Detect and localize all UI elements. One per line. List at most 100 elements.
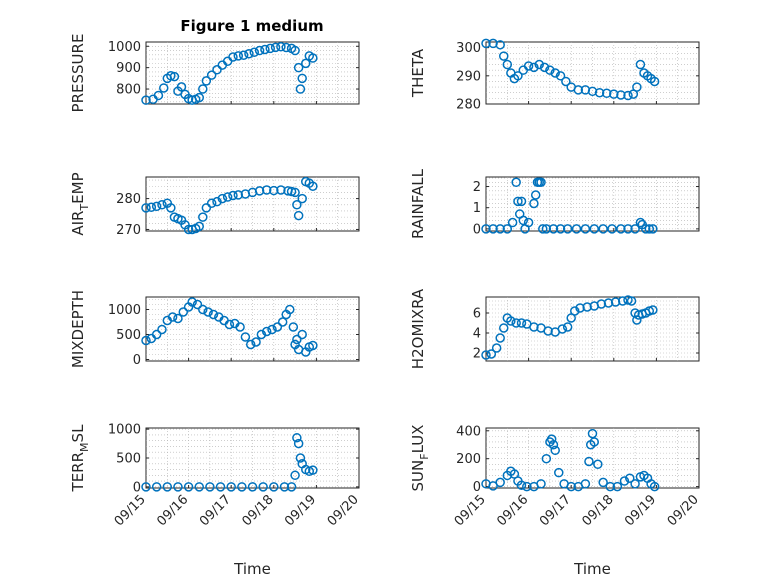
y-axis-label: H2OMIXRA	[409, 288, 427, 369]
data-point	[632, 315, 642, 325]
data-point	[529, 198, 539, 209]
data-point	[541, 453, 552, 464]
y-axis-label: AIRTEMP	[69, 172, 91, 235]
data-point	[648, 224, 658, 234]
panel-8: 0 200 400 SUNFLUX 09/15 09/16 09/17 09/18 09/19 0…	[409, 424, 702, 578]
data-point	[201, 76, 212, 86]
data-point	[228, 52, 238, 62]
panel-3: 270 280 AIRTEMP	[69, 172, 360, 238]
data-point	[272, 322, 283, 332]
data-point	[516, 196, 527, 207]
data-point	[251, 337, 261, 347]
data-point	[270, 42, 281, 53]
data-point	[233, 190, 244, 200]
data-point	[625, 473, 635, 483]
x-tick-label: 09/20	[325, 492, 362, 529]
data-point	[308, 465, 318, 475]
data-point	[258, 482, 268, 492]
data-point	[201, 203, 212, 213]
data-point	[644, 224, 655, 234]
data-point	[502, 224, 513, 234]
data-point	[511, 177, 521, 188]
data-point	[605, 481, 615, 492]
data-point	[224, 319, 235, 330]
data-point	[267, 324, 277, 335]
y-axis-label: MIXDEPTH	[69, 290, 87, 368]
x-axis-label: Time	[233, 560, 271, 578]
data-point	[555, 71, 566, 81]
data-point	[534, 59, 544, 70]
data-point	[601, 88, 612, 99]
data-point	[198, 304, 208, 315]
data-point	[244, 49, 254, 59]
data-point	[539, 62, 550, 73]
data-point	[649, 481, 660, 492]
data-point	[290, 45, 300, 56]
y-tick-label: 2	[473, 347, 481, 362]
data-point	[481, 224, 491, 234]
data-point	[254, 186, 265, 196]
data-point	[288, 322, 299, 332]
data-point	[192, 299, 203, 310]
data-point	[518, 215, 529, 226]
data-point	[513, 196, 523, 207]
data-point	[141, 335, 151, 346]
data-point	[141, 95, 151, 105]
x-tick-label: 09/17	[537, 492, 574, 529]
data-point	[641, 224, 651, 234]
data-point	[206, 198, 217, 208]
data-point	[594, 87, 605, 98]
data-point	[217, 193, 228, 204]
data-point	[536, 177, 546, 188]
data-point	[499, 323, 509, 333]
data-point	[571, 224, 582, 234]
data-point	[269, 185, 279, 196]
data-point	[495, 40, 505, 50]
data-point	[235, 322, 245, 332]
y-tick-label: 280	[456, 98, 481, 113]
data-point	[297, 193, 307, 204]
data-point	[495, 477, 505, 488]
data-point	[295, 84, 306, 94]
data-point	[507, 217, 518, 228]
data-point	[630, 224, 640, 234]
data-point	[573, 85, 584, 95]
data-point	[557, 324, 568, 334]
data-point	[167, 312, 178, 322]
data-point	[649, 76, 660, 87]
data-point	[297, 73, 307, 84]
data-point	[297, 329, 307, 340]
data-point	[530, 190, 541, 200]
data-point	[166, 203, 176, 213]
panel-1: 800 900 1000 PRESSURE	[69, 34, 360, 113]
y-tick-label: 1	[473, 201, 481, 216]
data-point	[286, 482, 297, 492]
data-point	[205, 482, 215, 492]
data-point	[607, 224, 617, 234]
data-point	[249, 47, 260, 58]
data-point	[254, 45, 265, 56]
x-tick-label: 09/19	[622, 492, 659, 529]
y-axis-label: THETA	[409, 48, 427, 98]
data-point	[256, 329, 267, 340]
data-point	[538, 224, 548, 234]
y-axis-label: PRESSURE	[69, 34, 87, 113]
data-point	[285, 304, 295, 315]
data-point	[295, 453, 306, 463]
x-tick-label: 09/17	[197, 492, 234, 529]
y-tick-label: 900	[116, 61, 141, 76]
data-point	[238, 50, 249, 61]
data-point	[546, 434, 557, 444]
data-point	[502, 59, 513, 70]
y-tick-label: 280	[116, 192, 141, 207]
y-tick-label: 800	[116, 83, 141, 98]
data-point	[183, 482, 194, 492]
data-point	[141, 203, 151, 213]
data-point	[146, 202, 157, 212]
data-point	[495, 224, 505, 234]
y-tick-label: 1000	[108, 303, 141, 318]
data-point	[575, 303, 585, 313]
data-point	[279, 482, 290, 492]
data-point	[240, 332, 251, 342]
panel-7: 0 500 1000 TERRMSL 09/15 09/16 09/17 09/18 09/19…	[69, 423, 362, 578]
